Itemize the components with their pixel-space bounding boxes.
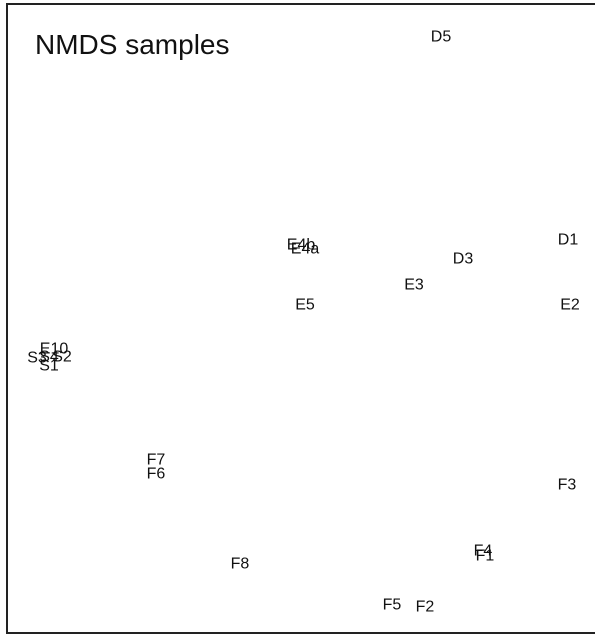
- sample-label-f1: F1: [476, 548, 495, 565]
- sample-label-e3: E3: [404, 277, 424, 294]
- sample-label-e2: E2: [560, 297, 580, 314]
- sample-label-e5: E5: [295, 297, 315, 314]
- sample-label-d1: D1: [558, 232, 579, 249]
- sample-label-s3: S3: [27, 350, 47, 367]
- sample-label-f5: F5: [383, 597, 402, 614]
- sample-label-e4b: E4b: [287, 237, 316, 254]
- sample-label-s4: S4: [39, 349, 59, 366]
- plot-frame: [6, 3, 595, 634]
- sample-label-f8: F8: [231, 556, 250, 573]
- sample-label-f6: F6: [147, 466, 166, 483]
- sample-label-d5: D5: [431, 29, 452, 46]
- sample-label-s2: S2: [52, 349, 72, 366]
- sample-label-f4: F4: [474, 543, 493, 560]
- sample-label-f7: F7: [147, 452, 166, 469]
- sample-label-f3: F3: [558, 477, 577, 494]
- sample-label-e4a: E4a: [291, 241, 320, 258]
- sample-label-d3: D3: [453, 251, 474, 268]
- chart-title: NMDS samples: [35, 29, 229, 60]
- sample-label-s1: S1: [39, 358, 59, 375]
- sample-label-e10: E10: [40, 341, 69, 358]
- sample-label-f2: F2: [416, 599, 435, 616]
